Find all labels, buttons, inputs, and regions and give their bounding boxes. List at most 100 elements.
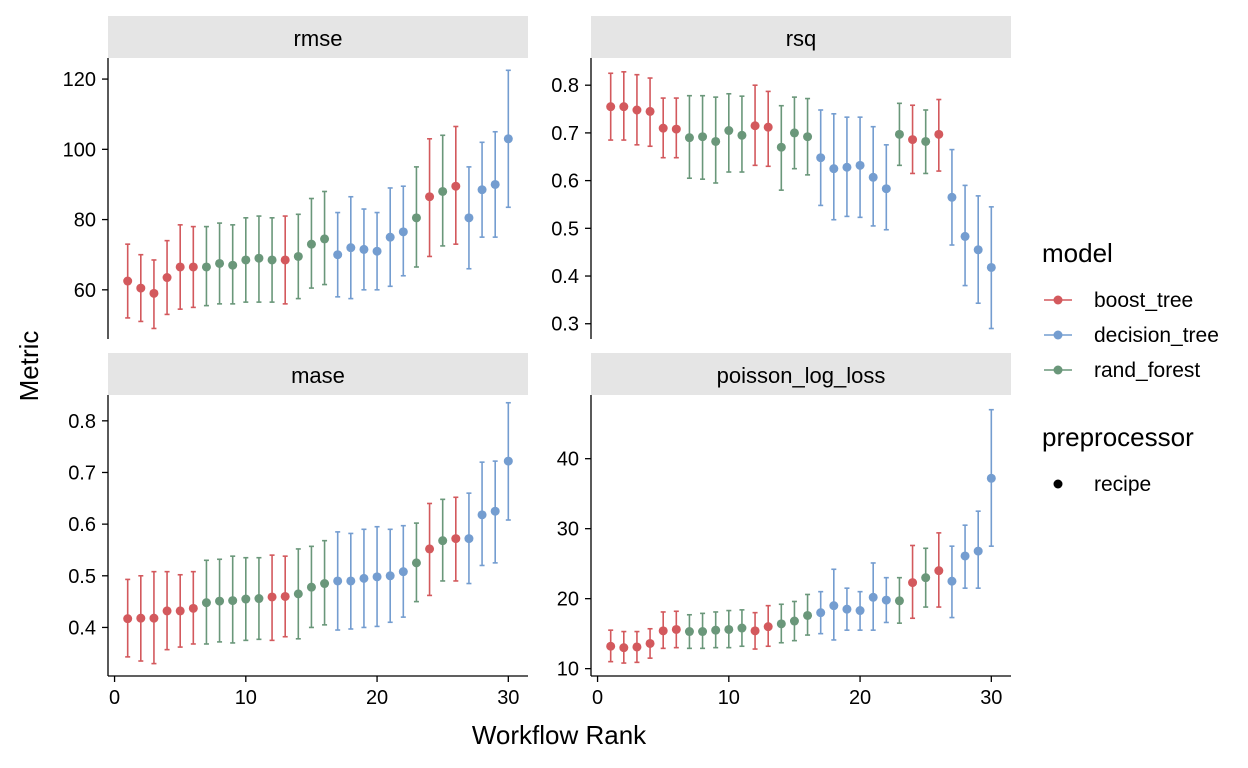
data-point — [908, 578, 918, 588]
legend-entry-boost_tree: boost_tree — [1044, 289, 1193, 312]
y-axis-title: Metric — [14, 331, 44, 402]
data-point-group — [619, 630, 629, 664]
data-point — [280, 591, 290, 601]
data-point — [737, 130, 747, 140]
facet-strip-label: poisson_log_loss — [717, 363, 886, 388]
data-point-group — [438, 134, 448, 247]
data-point — [425, 544, 435, 554]
facet-strip — [591, 16, 1011, 58]
legend-preprocessor-entries: recipe — [1053, 473, 1151, 496]
data-point-group — [868, 562, 878, 631]
data-point-group — [908, 104, 918, 175]
data-point-group — [241, 556, 251, 642]
data-point-group — [776, 603, 786, 644]
data-point — [947, 192, 957, 202]
data-point-group — [411, 522, 421, 603]
data-point-group — [451, 496, 461, 582]
data-point-group — [724, 92, 734, 173]
y-tick-label: 0.7 — [68, 462, 96, 484]
data-point — [451, 534, 461, 544]
data-point-group — [881, 144, 891, 231]
data-point-group — [398, 524, 408, 618]
data-point — [464, 534, 474, 544]
x-tick-label: 10 — [235, 687, 257, 709]
data-point — [921, 573, 931, 583]
data-point-group — [934, 532, 944, 608]
legend: model boost_tree decision_tree rand_forest… — [1042, 238, 1219, 496]
data-point — [684, 133, 694, 143]
y-tick-label: 60 — [74, 280, 96, 302]
data-point — [816, 608, 826, 618]
data-point — [188, 262, 198, 272]
data-point-group — [960, 184, 970, 287]
y-tick-label: 120 — [63, 69, 96, 91]
data-point-group — [671, 610, 681, 649]
data-point-group — [711, 611, 721, 649]
legend-key-point — [1053, 365, 1063, 375]
data-point-group — [201, 559, 211, 645]
data-point-group — [464, 166, 474, 270]
data-point-group — [921, 547, 931, 608]
data-point — [398, 567, 408, 577]
data-point-group — [803, 593, 813, 636]
data-point-group — [750, 611, 760, 650]
data-point-group — [737, 95, 747, 173]
data-point — [960, 551, 970, 561]
data-point-group — [267, 554, 277, 642]
data-point — [698, 627, 708, 637]
data-point-group — [228, 555, 238, 644]
data-point-group — [346, 532, 356, 630]
data-point — [632, 642, 642, 652]
data-point-group — [973, 510, 983, 589]
data-point — [855, 606, 865, 616]
y-tick-label: 10 — [557, 659, 579, 681]
data-point-group — [816, 109, 826, 207]
legend-key-point — [1053, 330, 1063, 340]
data-point-group — [411, 166, 421, 268]
y-tick-label: 40 — [557, 449, 579, 471]
data-point — [306, 239, 316, 249]
data-point — [490, 179, 500, 189]
data-point-group — [632, 630, 642, 664]
data-point — [280, 255, 290, 265]
data-point-group — [829, 568, 839, 641]
data-point — [763, 622, 773, 632]
data-point — [986, 473, 996, 483]
facet-strip-label: rmse — [294, 26, 343, 51]
data-point-group — [333, 531, 343, 631]
data-point — [750, 626, 760, 636]
data-point — [737, 623, 747, 633]
y-tick-label: 0.5 — [68, 566, 96, 588]
data-point-group — [619, 71, 629, 141]
data-point — [293, 589, 303, 599]
data-point-group — [136, 253, 146, 323]
data-point — [842, 162, 852, 172]
data-point-group — [671, 97, 681, 159]
data-point — [464, 213, 474, 223]
data-point-group — [320, 190, 330, 286]
y-tick-label: 0.4 — [68, 617, 96, 639]
data-point — [293, 251, 303, 261]
data-point-group — [333, 211, 343, 298]
x-tick-label: 30 — [497, 687, 519, 709]
data-point-group — [175, 573, 185, 648]
data-point-group — [855, 590, 865, 631]
data-point — [201, 262, 211, 272]
data-point — [921, 136, 931, 146]
legend-title-model: model — [1042, 238, 1113, 268]
data-point — [372, 572, 382, 582]
data-point-group — [698, 612, 708, 650]
data-point — [671, 124, 681, 134]
data-point — [894, 129, 904, 139]
y-tick-label: 0.6 — [551, 171, 579, 193]
data-point — [868, 172, 878, 182]
data-point — [228, 260, 238, 270]
data-point-group — [868, 125, 878, 227]
data-point-group — [934, 98, 944, 172]
y-tick-label: 100 — [63, 139, 96, 161]
y-tick-label: 0.5 — [551, 218, 579, 240]
data-point — [267, 255, 277, 265]
facet-rmse: rmse 60 80 100 120 — [63, 16, 528, 339]
legend-label: decision_tree — [1094, 324, 1219, 347]
data-point-group — [149, 570, 159, 665]
